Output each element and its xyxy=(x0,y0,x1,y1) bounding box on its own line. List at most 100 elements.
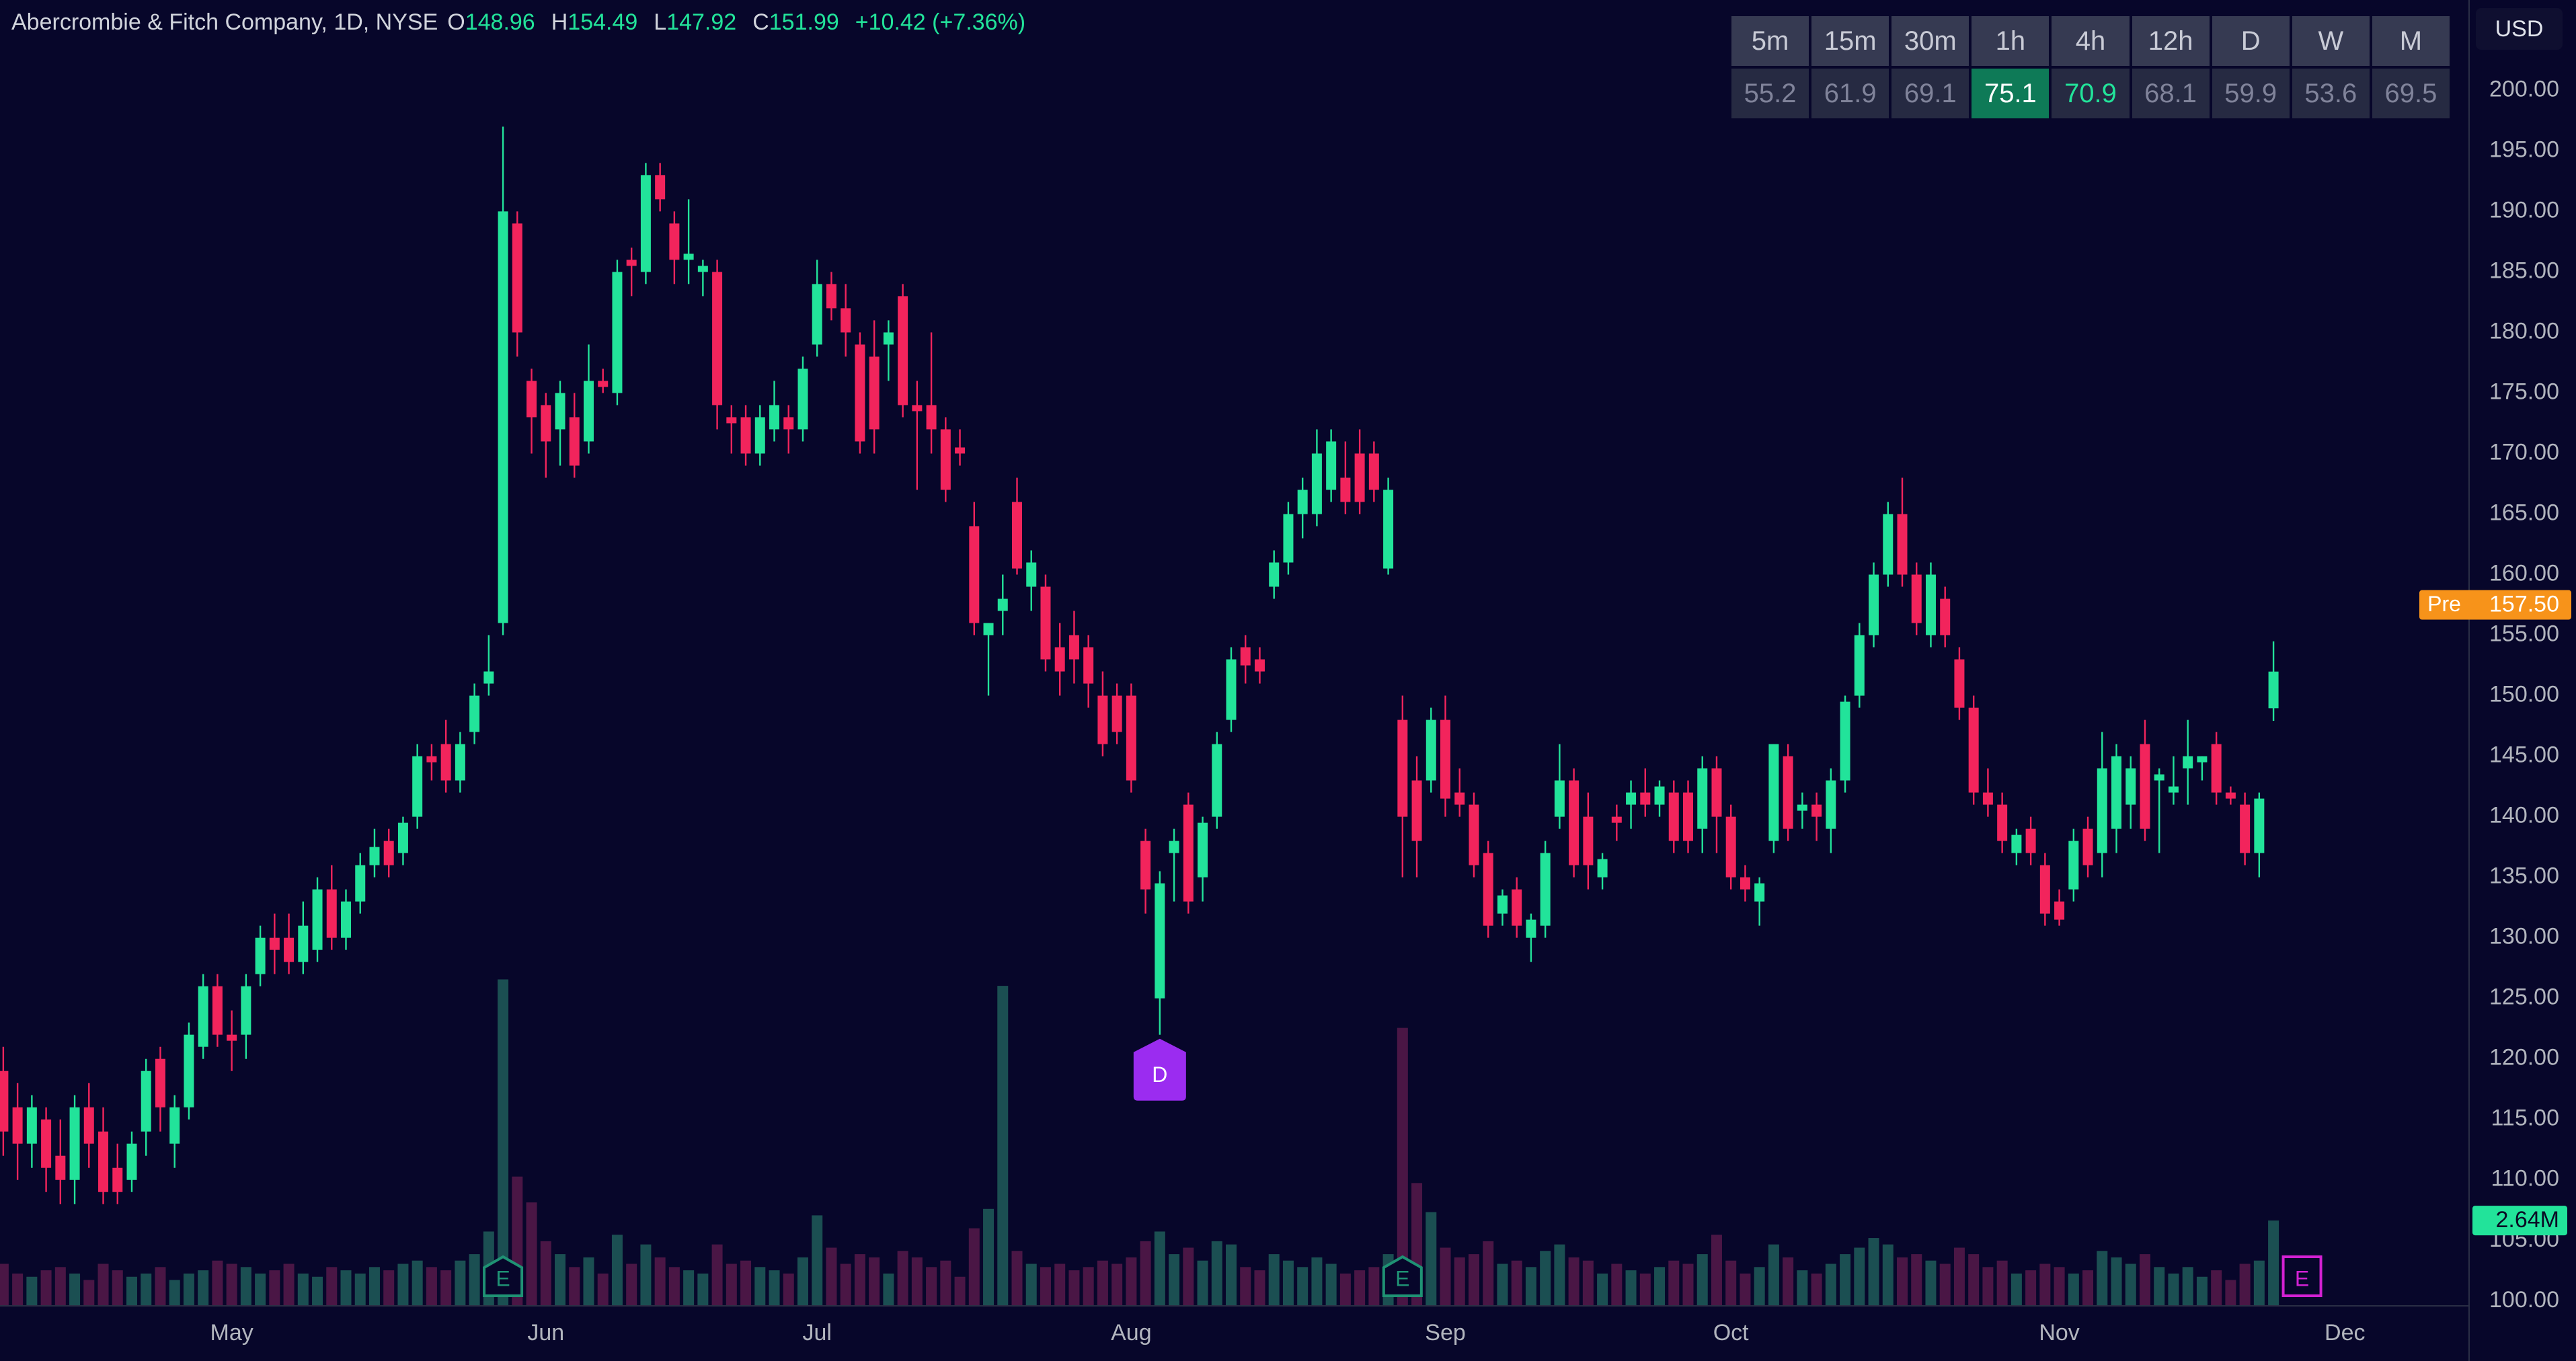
volume-bar xyxy=(968,1228,980,1306)
candle-body xyxy=(98,1131,109,1192)
candle-body xyxy=(41,1119,52,1168)
candle-body xyxy=(754,417,765,454)
y-tick-label: 110.00 xyxy=(2491,1166,2559,1192)
candle-body xyxy=(2268,671,2279,709)
volume-bar xyxy=(297,1273,309,1306)
candle-body xyxy=(1254,659,1265,672)
volume-bar xyxy=(1154,1231,1165,1306)
x-tick-label: Oct xyxy=(1713,1320,1749,1346)
volume-bar xyxy=(169,1280,180,1306)
volume-bar xyxy=(1354,1270,1366,1306)
candle-body xyxy=(841,308,851,333)
volume-bar xyxy=(1754,1267,1765,1306)
volume-bar xyxy=(0,1263,9,1306)
volume-bar xyxy=(1368,1267,1380,1306)
timeframe-header: M xyxy=(2372,16,2450,66)
y-tick-label: 175.00 xyxy=(2489,379,2559,404)
volume-bar xyxy=(1654,1267,1666,1306)
candle-body xyxy=(855,344,865,442)
volume-bar xyxy=(812,1215,823,1306)
candle-body xyxy=(598,381,609,387)
volume-bar xyxy=(1297,1267,1309,1306)
volume-bar xyxy=(1311,1257,1323,1306)
candle-body xyxy=(1697,768,1708,829)
volume-bar xyxy=(1097,1260,1108,1306)
volume-bar xyxy=(740,1260,752,1306)
candle-body xyxy=(498,211,508,623)
timeframe-value: 70.9 xyxy=(2052,69,2130,118)
volume-bar xyxy=(212,1260,223,1306)
candle-body xyxy=(184,1034,194,1107)
candle-body xyxy=(2054,901,2065,920)
candle-body xyxy=(1311,453,1322,514)
currency-button[interactable]: USD xyxy=(2476,8,2563,50)
candle-body xyxy=(1469,804,1479,865)
candle-body xyxy=(1068,635,1079,660)
volume-bar xyxy=(668,1267,680,1306)
volume-bar xyxy=(1882,1244,1894,1306)
volume-bar xyxy=(569,1267,580,1306)
candle-body xyxy=(683,254,694,260)
volume-bar xyxy=(1197,1260,1208,1306)
volume-bar xyxy=(1083,1267,1094,1306)
volume-bar xyxy=(626,1263,637,1306)
volume-bar xyxy=(2196,1276,2208,1306)
volume-bar xyxy=(1268,1254,1280,1306)
volume-bar xyxy=(2139,1254,2150,1306)
volume-bar xyxy=(1939,1263,1951,1306)
candle-body xyxy=(1155,883,1165,999)
volume-bar xyxy=(1911,1254,1922,1306)
volume-bar xyxy=(911,1257,923,1306)
candle-body xyxy=(826,284,836,309)
volume-bar xyxy=(697,1273,709,1306)
candle-body xyxy=(1040,586,1051,660)
y-tick-label: 160.00 xyxy=(2489,560,2559,586)
candle-body xyxy=(1626,792,1637,805)
volume-bar xyxy=(2168,1273,2179,1306)
candle-body xyxy=(1754,883,1765,902)
candle-body xyxy=(1383,490,1394,569)
candle-body xyxy=(1997,804,2008,841)
earnings-label: E xyxy=(496,1266,510,1290)
candle-body xyxy=(126,1143,137,1180)
volume-bar xyxy=(1968,1254,1980,1306)
volume-bar xyxy=(1625,1270,1637,1306)
candle-body xyxy=(1340,477,1351,502)
earnings-marker xyxy=(2281,1255,2323,1297)
volume-bar xyxy=(1639,1273,1651,1306)
volume-bar xyxy=(1740,1273,1751,1306)
candle-body xyxy=(298,925,309,962)
volume-bar xyxy=(1339,1273,1351,1306)
ohlc-value: 148.96 xyxy=(465,9,535,35)
volume-bar xyxy=(1140,1241,1151,1306)
volume-bar xyxy=(997,986,1009,1306)
volume-bar xyxy=(1440,1247,1451,1306)
volume-bar xyxy=(611,1235,623,1306)
volume-bar xyxy=(1597,1273,1608,1306)
volume-bar xyxy=(1126,1257,1137,1306)
volume-bar xyxy=(1068,1270,1080,1306)
candle-body xyxy=(1283,514,1294,563)
candle-body xyxy=(712,272,723,405)
volume-bar xyxy=(1025,1263,1037,1306)
volume-bar xyxy=(1811,1273,1822,1306)
volume-bar xyxy=(2111,1257,2122,1306)
candle-body xyxy=(2097,768,2107,853)
candle-body xyxy=(2140,744,2150,829)
volume-bar xyxy=(40,1270,52,1306)
candle-body xyxy=(797,368,808,430)
candle-body xyxy=(198,986,208,1047)
volume-bar xyxy=(1897,1257,1908,1306)
candle-body xyxy=(1725,816,1736,878)
volume-bar xyxy=(426,1267,437,1306)
candle-body xyxy=(697,266,708,272)
candle-body xyxy=(1968,707,1979,793)
candle-body xyxy=(1512,889,1522,926)
volume-bar xyxy=(255,1273,266,1306)
volume-bar xyxy=(1996,1260,2008,1306)
timeframe-header: 12h xyxy=(2132,16,2210,66)
candle-body xyxy=(1026,562,1037,587)
symbol-title: Abercrombie & Fitch Company, 1D, NYSE xyxy=(11,9,438,35)
candle-body xyxy=(926,405,937,430)
